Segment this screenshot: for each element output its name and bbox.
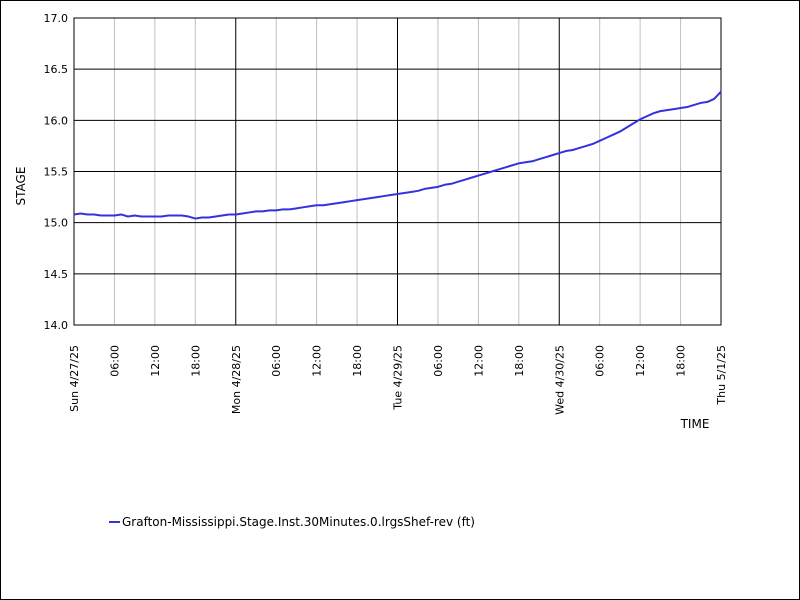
y-tick-label: 15.5 bbox=[44, 166, 69, 179]
x-tick-label: 12:00 bbox=[634, 345, 647, 377]
x-tick-label: Mon 4/28/25 bbox=[230, 345, 243, 414]
x-tick-labels: Sun 4/27/25 06:00 12:00 18:00 Mon 4/28/25 06:… bbox=[68, 345, 728, 415]
x-tick-label: 18:00 bbox=[189, 345, 202, 377]
x-tick-label: 12:00 bbox=[311, 345, 324, 377]
x-tick-label: 06:00 bbox=[108, 345, 121, 377]
y-tick-label: 14.5 bbox=[44, 268, 69, 281]
x-tick-label: 18:00 bbox=[351, 345, 364, 377]
x-tick-label: 06:00 bbox=[432, 345, 445, 377]
y-tick-labels: 14.0 14.5 15.0 15.5 16.0 16.5 17.0 bbox=[44, 12, 69, 332]
y-tick-label: 16.0 bbox=[44, 114, 69, 127]
x-axis-title: TIME bbox=[680, 417, 710, 431]
y-axis-title: STAGE bbox=[14, 167, 28, 206]
legend-label: Grafton-Mississippi.Stage.Inst.30Minutes… bbox=[122, 515, 475, 529]
x-tick-label: 18:00 bbox=[513, 345, 526, 377]
y-tick-label: 17.0 bbox=[44, 12, 69, 25]
x-tick-label: Thu 5/1/25 bbox=[715, 345, 728, 406]
x-tick-label: 12:00 bbox=[149, 345, 162, 377]
x-tick-label: 06:00 bbox=[594, 345, 607, 377]
y-tick-label: 16.5 bbox=[44, 63, 69, 76]
x-tick-label: Tue 4/29/25 bbox=[392, 345, 405, 411]
y-tick-label: 14.0 bbox=[44, 319, 69, 332]
x-tick-label: 12:00 bbox=[472, 345, 485, 377]
legend: Grafton-Mississippi.Stage.Inst.30Minutes… bbox=[109, 515, 475, 529]
x-tick-label: Sun 4/27/25 bbox=[68, 345, 81, 412]
y-tick-label: 15.0 bbox=[44, 217, 69, 230]
major-gridlines bbox=[74, 18, 721, 325]
series-line bbox=[73, 90, 722, 220]
x-tick-label: Wed 4/30/25 bbox=[553, 345, 566, 415]
x-tick-label: 18:00 bbox=[675, 345, 688, 377]
x-tick-label: 06:00 bbox=[270, 345, 283, 377]
series-layer bbox=[73, 90, 722, 220]
plot-border bbox=[73, 17, 722, 326]
